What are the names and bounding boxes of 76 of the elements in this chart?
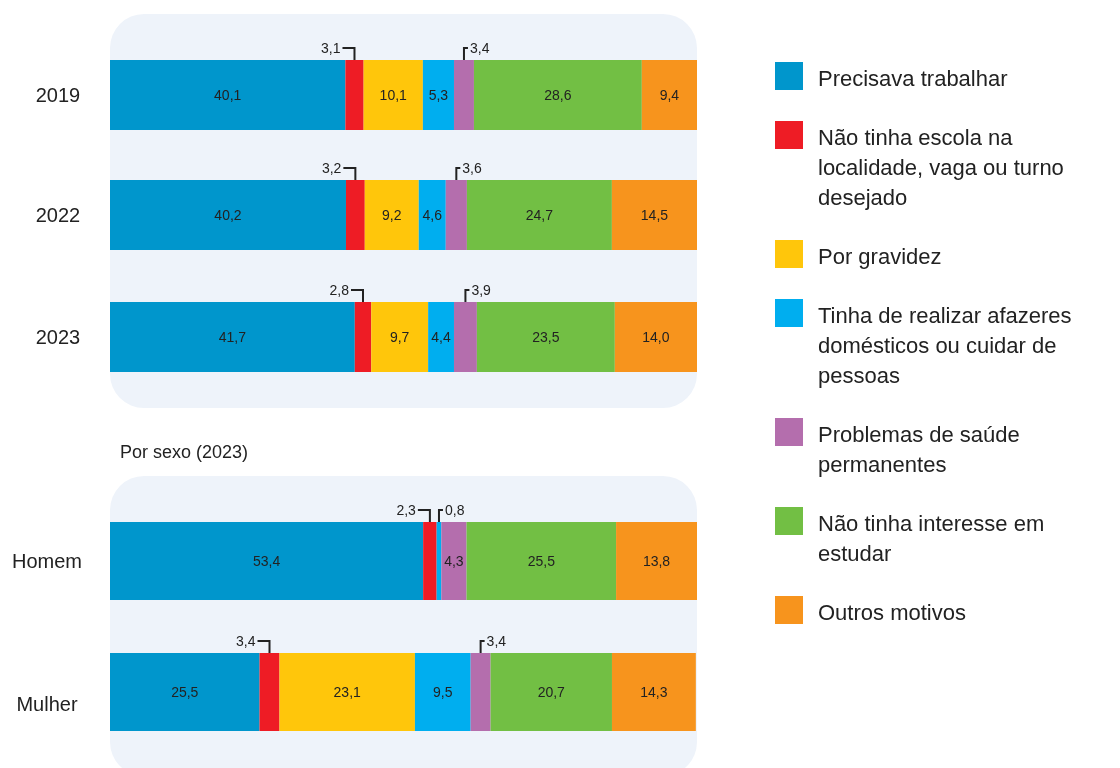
bar (428, 302, 454, 372)
data-label: 23,1 (333, 684, 362, 700)
y-tick-label: Mulher (16, 693, 78, 715)
data-label: 4,6 (422, 207, 443, 223)
data-label: 3,4 (469, 40, 490, 56)
bar (614, 302, 697, 372)
bar (466, 522, 617, 600)
legend-label: Não tinha escola na localidade, vaga ou turno desejado (818, 124, 1064, 210)
data-label: 28,6 (544, 87, 572, 103)
bar (445, 180, 467, 250)
data-label: 9,5 (433, 684, 453, 700)
legend-label: Outros motivos (818, 599, 966, 625)
data-label: 25,5 (171, 684, 199, 700)
bar (354, 302, 372, 372)
bar (110, 653, 260, 731)
bar (641, 60, 697, 130)
bar (345, 60, 364, 130)
legend-label: Problemas de saúde permanentes (818, 421, 1020, 477)
legend-label: Por gravidez (818, 243, 942, 269)
bar (441, 522, 467, 600)
data-label: 3,1 (321, 40, 341, 56)
data-label: 3,4 (486, 633, 507, 649)
data-label: 0,8 (444, 502, 465, 518)
data-label: 40,1 (214, 87, 242, 103)
bar (422, 60, 454, 130)
legend-label: Tinha de realizar afazeres domésticos ou cuidar de pessoas (818, 302, 1072, 388)
chart-title: Por sexo (2023) (120, 442, 249, 462)
bar (616, 522, 697, 600)
bar (414, 653, 471, 731)
bar (470, 653, 491, 731)
bar (611, 180, 697, 250)
bar (279, 653, 415, 731)
legend-label: Precisava trabalhar (818, 65, 1008, 91)
bar (345, 180, 365, 250)
bar (259, 653, 280, 731)
bar (418, 180, 446, 250)
bar (473, 60, 642, 130)
y-tick-label: Homem (11, 550, 83, 572)
bar (476, 302, 615, 372)
data-label: 24,7 (525, 207, 554, 223)
data-label: 10,1 (379, 87, 408, 103)
data-label: 3,6 (462, 160, 483, 176)
data-label: 9,7 (389, 329, 410, 345)
bar (453, 302, 477, 372)
bar (363, 60, 423, 130)
data-label: 40,2 (214, 207, 242, 223)
y-tick-label: 2023 (35, 326, 81, 348)
data-label: 20,7 (537, 684, 566, 700)
bar (611, 653, 696, 731)
y-tick-label: 2019 (35, 84, 81, 106)
data-label: 9,2 (382, 207, 402, 223)
data-label: 4,3 (444, 553, 464, 569)
data-label: 25,5 (527, 553, 556, 569)
data-label: 3,9 (471, 282, 492, 298)
data-label: 9,4 (659, 87, 680, 103)
data-label: 2,3 (396, 502, 417, 518)
bar (364, 180, 419, 250)
data-label: 3,2 (321, 160, 342, 176)
bar (453, 60, 474, 130)
data-label: 53,4 (252, 553, 281, 569)
data-label: 3,4 (236, 633, 256, 649)
data-label: 5,3 (428, 87, 449, 103)
data-label: 13,8 (642, 553, 671, 569)
data-label: 14,5 (640, 207, 669, 223)
y-tick-label: 2022 (35, 204, 81, 226)
bar (423, 522, 437, 600)
data-label: 14,0 (642, 329, 670, 345)
data-label: 4,4 (431, 329, 452, 345)
data-label: 41,7 (218, 329, 247, 345)
data-label: 23,5 (532, 329, 560, 345)
bar (371, 302, 429, 372)
bar (490, 653, 612, 731)
legend-label: Não tinha interesse em estudar (818, 510, 1045, 566)
data-label: 2,8 (329, 282, 350, 298)
bar (466, 180, 612, 250)
data-label: 14,3 (640, 684, 668, 700)
